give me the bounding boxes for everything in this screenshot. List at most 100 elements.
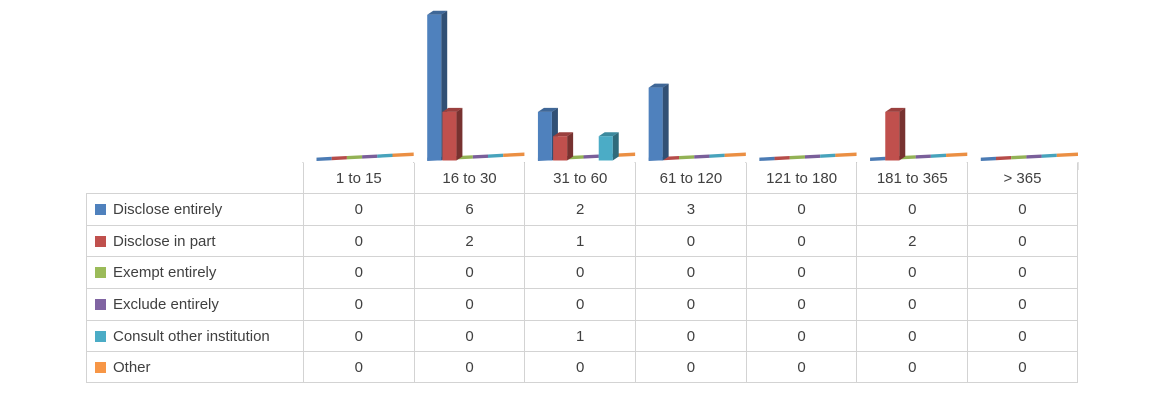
floor-tile-exclude-entirely-61-to-120 (694, 154, 710, 159)
bar-disclose-in-part-16-to-30-top (442, 107, 463, 112)
legend-label: Disclose in part (113, 232, 216, 250)
floor-tile-other-181-to-365 (946, 152, 968, 158)
legend-swatch-disclose-entirely (95, 203, 106, 215)
legend-label: Consult other institution (113, 327, 270, 345)
chart-data-table: 1 to 15 16 to 30 31 to 60 61 to 120 121 to 1… (86, 163, 1078, 384)
value-cell-disclose-in-part-16-to-30: 2 (413, 224, 525, 257)
value-cell-exclude-entirely-31-to-60: 0 (524, 288, 636, 320)
legend-swatch-consult-other-institution (95, 330, 106, 342)
value-cell-exclude-entirely-61-to-120: 0 (635, 288, 746, 320)
value-cell-other-61-to-120: 0 (635, 351, 746, 384)
bar-disclose-entirely-61-to-120 (648, 87, 663, 161)
value-cell-consult-other-institution-16-to-30: 0 (413, 319, 525, 352)
value-cell-other-121-to-180: 0 (745, 351, 857, 384)
value-cell-exempt-entirely-181-to-365: 0 (856, 256, 968, 289)
floor-tile-disclose-in-part-121-to-180 (774, 156, 790, 161)
floor-tile-other-61-to-120 (724, 152, 746, 158)
value-cell-disclose-in-part-31-to-60: 1 (524, 224, 636, 257)
floor-tile-disclose-in-part-365 (995, 156, 1012, 161)
floor-tile-consult-other-institution-181-to-365 (930, 153, 947, 158)
value-cell-disclose-entirely-31-to-60: 2 (524, 193, 636, 225)
value-cell-other-31-to-60: 0 (524, 351, 636, 384)
value-cell-consult-other-institution-31-to-60: 1 (524, 319, 636, 352)
floor-tile-exempt-entirely-1-to-15 (346, 155, 363, 160)
column-header-16-to-30: 16 to 30 (413, 163, 525, 193)
floor-tile-other-16-to-30 (503, 152, 525, 158)
floor-tile-other-365 (1056, 152, 1078, 158)
floor-tile-disclose-in-part-1-to-15 (331, 156, 347, 161)
floor-tile-exempt-entirely-121-to-180 (789, 155, 805, 160)
floor-tile-disclose-entirely-121-to-180 (759, 156, 775, 161)
legend-swatch-exempt-entirely (95, 267, 106, 279)
floor-tile-disclose-entirely-365 (980, 156, 996, 161)
bar-disclose-in-part-16-to-30 (442, 111, 457, 161)
bar-disclose-in-part-181-to-365 (885, 111, 900, 161)
legend-item-exclude-entirely: Exclude entirely (86, 288, 303, 320)
column-header-61-to-120: 61 to 120 (635, 163, 746, 193)
value-cell-disclose-entirely-181-to-365: 0 (856, 193, 968, 225)
value-cell-exempt-entirely-16-to-30: 0 (413, 256, 525, 289)
bar-consult-other-institution-31-to-60 (598, 136, 613, 161)
legend-item-disclose-in-part: Disclose in part (86, 224, 303, 257)
bar-disclose-in-part-16-to-30-side (456, 107, 463, 161)
value-cell-exempt-entirely-121-to-180: 0 (745, 256, 857, 289)
value-cell-consult-other-institution-61-to-120: 0 (635, 319, 746, 352)
bar-disclose-entirely-16-to-30 (427, 14, 442, 161)
floor-tile-other-1-to-15 (392, 152, 414, 158)
value-cell-exclude-entirely-1-to-15: 0 (303, 288, 414, 320)
floor-tile-exclude-entirely-1-to-15 (362, 154, 378, 159)
legend-label: Exclude entirely (113, 295, 219, 313)
floor-tile-other-31-to-60 (613, 152, 636, 158)
column-header-121-to-180: 121 to 180 (745, 163, 857, 193)
floor-tile-exclude-entirely-31-to-60 (583, 154, 599, 159)
value-cell-exempt-entirely-31-to-60: 0 (524, 256, 636, 289)
legend-item-consult-other-institution: Consult other institution (86, 319, 303, 352)
legend-swatch-other (95, 361, 106, 373)
floor-tile-exempt-entirely-365 (1011, 155, 1027, 160)
floor-tile-consult-other-institution-61-to-120 (709, 153, 725, 158)
value-cell-exempt-entirely-1-to-15: 0 (303, 256, 414, 289)
value-cell-consult-other-institution-121-to-180: 0 (745, 319, 857, 352)
value-cell-other-365: 0 (967, 351, 1078, 384)
value-cell-disclose-entirely-16-to-30: 6 (413, 193, 525, 225)
column-header-31-to-60: 31 to 60 (524, 163, 636, 193)
value-cell-exclude-entirely-365: 0 (967, 288, 1078, 320)
value-cell-consult-other-institution-181-to-365: 0 (856, 319, 968, 352)
floor-tile-exclude-entirely-181-to-365 (915, 154, 931, 159)
column-header-1-to-15: 1 to 15 (303, 163, 414, 193)
legend-item-other: Other (86, 351, 303, 384)
floor-tile-consult-other-institution-365 (1041, 153, 1057, 158)
value-cell-disclose-entirely-61-to-120: 3 (635, 193, 746, 225)
legend-swatch-disclose-in-part (95, 235, 106, 247)
legend-item-disclose-entirely: Disclose entirely (86, 193, 303, 225)
floor-tile-other-121-to-180 (835, 152, 857, 158)
bar-disclose-entirely-16-to-30-top (427, 10, 448, 15)
bar-disclose-entirely-31-to-60 (537, 111, 552, 161)
value-cell-disclose-in-part-61-to-120: 0 (635, 224, 746, 257)
value-cell-other-181-to-365: 0 (856, 351, 968, 384)
value-cell-disclose-entirely-1-to-15: 0 (303, 193, 414, 225)
value-cell-other-16-to-30: 0 (413, 351, 525, 384)
value-cell-disclose-entirely-121-to-180: 0 (745, 193, 857, 225)
bar-disclose-in-part-31-to-60-side (567, 132, 574, 161)
value-cell-disclose-in-part-1-to-15: 0 (303, 224, 414, 257)
bar-disclose-in-part-31-to-60 (553, 136, 568, 161)
value-cell-exclude-entirely-16-to-30: 0 (413, 288, 525, 320)
bar-disclose-in-part-31-to-60-top (553, 132, 574, 137)
floor-tile-disclose-entirely-1-to-15 (316, 156, 332, 161)
value-cell-exempt-entirely-61-to-120: 0 (635, 256, 746, 289)
legend-label: Other (113, 358, 151, 376)
value-cell-exclude-entirely-181-to-365: 0 (856, 288, 968, 320)
floor-tile-exclude-entirely-365 (1026, 154, 1042, 159)
floor-tile-consult-other-institution-1-to-15 (377, 153, 393, 158)
value-cell-consult-other-institution-365: 0 (967, 319, 1078, 352)
legend-label: Disclose entirely (113, 200, 223, 218)
value-cell-exempt-entirely-365: 0 (967, 256, 1078, 289)
floor-tile-exempt-entirely-61-to-120 (679, 155, 695, 160)
legend-swatch-exclude-entirely (95, 298, 106, 310)
value-cell-exclude-entirely-121-to-180: 0 (745, 288, 857, 320)
value-cell-disclose-entirely-365: 0 (967, 193, 1078, 225)
value-cell-consult-other-institution-1-to-15: 0 (303, 319, 414, 352)
floor-tile-consult-other-institution-16-to-30 (488, 153, 504, 158)
